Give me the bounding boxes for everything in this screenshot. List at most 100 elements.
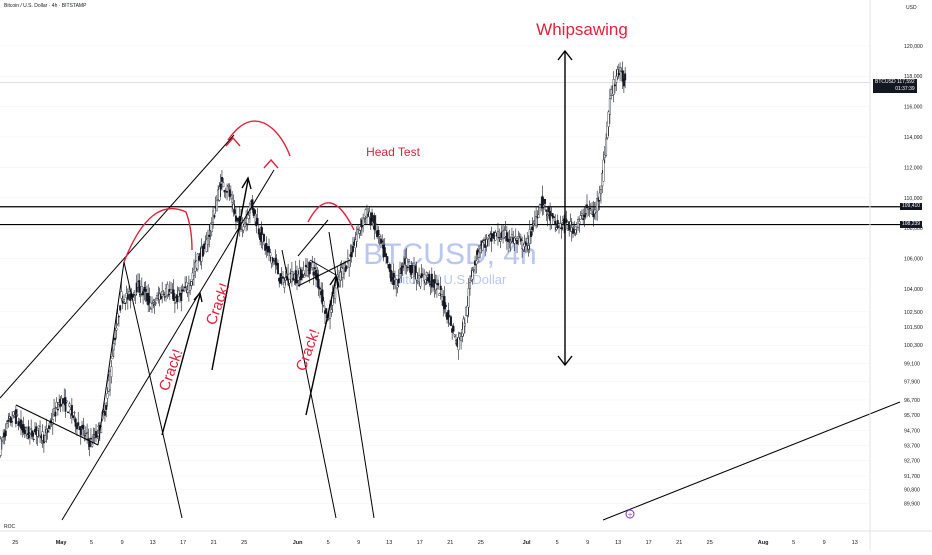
candle <box>304 258 307 276</box>
candle <box>28 432 31 445</box>
candle <box>400 262 403 283</box>
y-tick-label: 90,800 <box>904 488 920 494</box>
x-tick-label: 9 <box>357 540 360 546</box>
candle <box>218 181 221 202</box>
candle <box>74 416 77 433</box>
x-tick-label: Jul <box>523 540 531 546</box>
wedge-cross-line[interactable] <box>309 259 337 276</box>
top-arc-3[interactable] <box>307 202 355 231</box>
top-arc-2[interactable] <box>227 120 291 157</box>
candle <box>140 277 143 297</box>
pennant-line-top[interactable] <box>15 404 99 446</box>
arrow-up-3[interactable] <box>305 277 337 416</box>
crack-label-1: Crack! <box>156 347 187 394</box>
candle <box>150 296 153 313</box>
x-tick-label: 13 <box>852 540 858 546</box>
candle <box>297 270 300 286</box>
drop-line-1[interactable] <box>123 261 183 519</box>
candle <box>485 234 488 252</box>
long-support-line[interactable] <box>602 401 901 521</box>
candle <box>173 293 176 313</box>
candle <box>449 314 452 326</box>
candle <box>44 425 47 443</box>
candle <box>443 286 446 314</box>
candle <box>4 423 7 441</box>
candle <box>612 71 615 103</box>
candle <box>228 183 231 201</box>
candle <box>222 177 225 188</box>
candle <box>282 270 285 286</box>
wedge-line-bottom[interactable] <box>297 259 351 287</box>
candle <box>210 217 213 237</box>
candle <box>22 416 25 436</box>
candle <box>527 235 530 257</box>
y-tick-label: 94,700 <box>904 428 920 434</box>
candle <box>585 194 588 218</box>
drop-line-2[interactable] <box>281 249 337 519</box>
top-arc-1[interactable] <box>123 207 193 263</box>
candle <box>569 213 572 232</box>
candle <box>67 411 70 414</box>
candle <box>419 275 422 290</box>
price-tag-countdown: 01:37:39 <box>895 86 915 93</box>
candle <box>139 286 142 303</box>
wedge-line-top[interactable] <box>297 219 329 257</box>
candle <box>559 215 562 229</box>
crack-label-3: Crack! <box>293 327 324 374</box>
candle <box>522 244 525 253</box>
candle <box>308 260 311 284</box>
candle <box>518 232 521 239</box>
pennant-line-right[interactable] <box>97 261 125 446</box>
candle <box>463 317 466 334</box>
candle <box>318 286 321 299</box>
channel-upper-line[interactable] <box>0 134 235 399</box>
candle <box>119 304 122 314</box>
candle <box>198 253 201 262</box>
candle <box>257 224 260 238</box>
candle <box>535 206 538 229</box>
x-tick-label: 9 <box>586 540 589 546</box>
arrow-up-2[interactable] <box>211 179 249 371</box>
candle <box>509 236 512 252</box>
candle <box>545 209 548 221</box>
candle <box>223 189 226 198</box>
candle <box>381 234 384 249</box>
arrow-up-1[interactable] <box>161 294 201 436</box>
candle <box>568 221 571 237</box>
candle <box>25 426 28 437</box>
candle <box>588 200 591 218</box>
candle <box>83 430 86 442</box>
y-tick-label: 99,100 <box>904 361 920 367</box>
candle <box>547 205 550 219</box>
x-tick-label: 13 <box>150 540 156 546</box>
candle <box>77 411 80 427</box>
candle <box>550 207 553 230</box>
top-caret-1[interactable] <box>225 136 241 147</box>
candle <box>276 259 279 275</box>
drop-line-3[interactable] <box>328 231 375 519</box>
candle <box>79 425 82 445</box>
candle <box>170 282 173 294</box>
time-axis[interactable]: 25 May 5 9 13 17 21 25 Jun 5 9 13 17 21 25 Jul 5 9 13 17 21 2… <box>12 540 858 546</box>
candle <box>607 110 610 136</box>
candle <box>405 248 408 275</box>
candle <box>117 315 120 327</box>
candle <box>513 236 516 252</box>
top-caret-2[interactable] <box>263 158 279 169</box>
candle <box>462 315 465 337</box>
candle <box>148 287 151 312</box>
candle <box>452 323 455 335</box>
candle <box>311 255 314 271</box>
arrows <box>161 49 573 436</box>
indicator-label[interactable]: ROC <box>4 524 16 530</box>
candle <box>126 288 129 310</box>
candle <box>554 214 557 233</box>
y-tick-label: 106,000 <box>904 257 923 263</box>
candle <box>0 437 3 450</box>
candle <box>608 88 611 124</box>
candle <box>114 328 117 346</box>
candle <box>516 238 519 253</box>
event-icon[interactable]: + <box>625 509 635 519</box>
